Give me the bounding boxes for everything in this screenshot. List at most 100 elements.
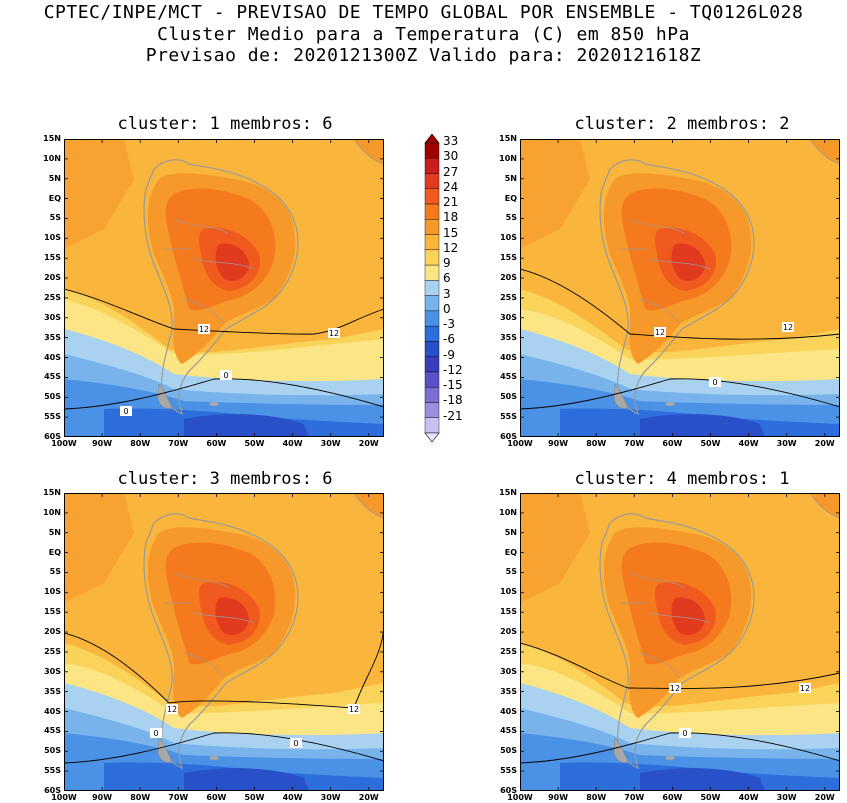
lat-tick-label: 10S xyxy=(44,233,61,243)
panel-1-title: cluster: 1 membros: 6 xyxy=(117,114,333,134)
lon-tick-label: 20W xyxy=(358,439,379,448)
lat-tick-label: 30S xyxy=(44,666,61,676)
lat-tick-label: 5N xyxy=(504,173,517,183)
contour-label: 12 xyxy=(349,705,359,714)
lat-tick-label: EQ xyxy=(48,193,61,203)
lat-tick-label: 55S xyxy=(44,412,61,422)
country-borders xyxy=(620,218,711,325)
country-borders xyxy=(164,572,255,679)
lon-tick-label: 80W xyxy=(130,793,151,802)
lat-tick-label: 10N xyxy=(43,507,61,517)
africa-corner xyxy=(809,139,840,165)
contour-12 xyxy=(520,642,840,690)
continent-outline xyxy=(599,513,755,770)
lon-tick-label: 60W xyxy=(206,793,227,802)
colorbar-tick-label: -3 xyxy=(443,317,455,332)
lat-tick-label: 45S xyxy=(500,726,517,736)
panel-2-title: cluster: 2 membros: 2 xyxy=(574,114,790,134)
lat-tick-label: 40S xyxy=(500,352,517,362)
lat-tick-label: 50S xyxy=(500,392,517,402)
contour-label-bg xyxy=(782,322,794,332)
lat-tick-label: 10S xyxy=(500,587,517,597)
colorbar-tick-label: -6 xyxy=(443,332,455,347)
contour-0 xyxy=(64,732,384,764)
map-panel-3: 12 12 0 0 xyxy=(64,493,384,791)
lat-tick-label: 10N xyxy=(499,507,517,517)
lat-tick-label: 5S xyxy=(49,567,61,577)
lon-tick-label: 40W xyxy=(282,439,303,448)
lon-tick-label: 20W xyxy=(814,793,835,802)
lat-tick-label: 60S xyxy=(500,432,517,441)
lat-tick-label: 60S xyxy=(44,786,61,795)
lat-tick-label: 15S xyxy=(500,607,517,617)
falkland-islands xyxy=(665,402,675,406)
lon-tick-label: 100W xyxy=(507,439,533,448)
lat-tick-label: 15S xyxy=(44,607,61,617)
colorbar-swatch xyxy=(424,173,440,189)
lat-tick-label: 40S xyxy=(44,352,61,362)
colorbar-swatch xyxy=(424,158,440,174)
patagonia-land xyxy=(157,737,173,763)
falkland-islands xyxy=(665,756,675,760)
lat-tick-label: 5S xyxy=(505,567,517,577)
lat-tick-label: 15N xyxy=(43,134,61,143)
colorbar-swatch xyxy=(424,219,440,235)
lat-tick-label: EQ xyxy=(504,547,517,557)
lon-tick-label: 50W xyxy=(700,439,721,448)
contour-12 xyxy=(64,288,384,335)
lat-tick-label: 5N xyxy=(504,527,517,537)
lon-tick-label: 100W xyxy=(507,793,533,802)
lat-tick-label: EQ xyxy=(504,193,517,203)
lon-tick-label: 100W xyxy=(51,793,77,802)
colorbar-tick-label: 0 xyxy=(443,301,451,316)
contour-label: 12 xyxy=(167,705,177,714)
lat-tick-label: 50S xyxy=(44,746,61,756)
lon-tick-label: 50W xyxy=(244,439,265,448)
contour-label-bg xyxy=(150,728,162,738)
colorbar-top-arrow xyxy=(424,134,440,144)
colorbar-swatch xyxy=(424,341,440,357)
lon-tick-label: 70W xyxy=(168,793,189,802)
continent-outline xyxy=(143,513,299,770)
lat-tick-label: 45S xyxy=(44,726,61,736)
lat-tick-label: 45S xyxy=(44,372,61,382)
lat-tick-label: 5N xyxy=(48,173,61,183)
colorbar-tick-label: 21 xyxy=(443,195,459,210)
lon-tick-label: 80W xyxy=(586,439,607,448)
colorbar-tick-label: 9 xyxy=(443,256,451,271)
colorbar-swatch xyxy=(424,417,440,434)
contour-label: 12 xyxy=(783,323,793,332)
lat-tick-label: 15S xyxy=(500,253,517,263)
lon-tick-label: 90W xyxy=(92,439,113,448)
lat-tick-label: 50S xyxy=(44,392,61,402)
lon-tick-label: 90W xyxy=(548,439,569,448)
colorbar-tick-label: -15 xyxy=(443,378,463,393)
lat-tick-label: 10N xyxy=(499,153,517,163)
lat-tick-label: 15N xyxy=(499,488,517,497)
map-panel-1: 12 12 0 0 xyxy=(64,139,384,437)
land-27-30 xyxy=(671,243,705,281)
contour-label-bg xyxy=(799,683,811,693)
lon-tick-label: 60W xyxy=(662,793,683,802)
colorbar-tick-label: 33 xyxy=(443,134,459,148)
contour-label: 0 xyxy=(123,407,128,416)
lon-tick-label: 40W xyxy=(738,439,759,448)
lat-tick-label: 55S xyxy=(44,766,61,776)
patagonia-land xyxy=(157,383,173,409)
lon-tick-label: 30W xyxy=(320,793,341,802)
lat-tick-label: EQ xyxy=(48,547,61,557)
colorbar-bottom-arrow xyxy=(424,432,440,442)
field-neg6 xyxy=(184,414,309,437)
lat-tick-label: 60S xyxy=(500,786,517,795)
lat-tick-label: 30S xyxy=(500,312,517,322)
lat-tick-label: 35S xyxy=(500,686,517,696)
falkland-islands xyxy=(209,402,219,406)
lat-tick-label: 25S xyxy=(500,646,517,656)
patagonia-land xyxy=(613,737,629,763)
colorbar-tick-label: 15 xyxy=(443,225,459,240)
patagonia-land xyxy=(613,383,629,409)
lon-tick-label: 60W xyxy=(662,439,683,448)
panel-3-title: cluster: 3 membros: 6 xyxy=(117,469,333,489)
lon-tick-label: 70W xyxy=(624,793,645,802)
contour-label-bg xyxy=(290,738,302,748)
